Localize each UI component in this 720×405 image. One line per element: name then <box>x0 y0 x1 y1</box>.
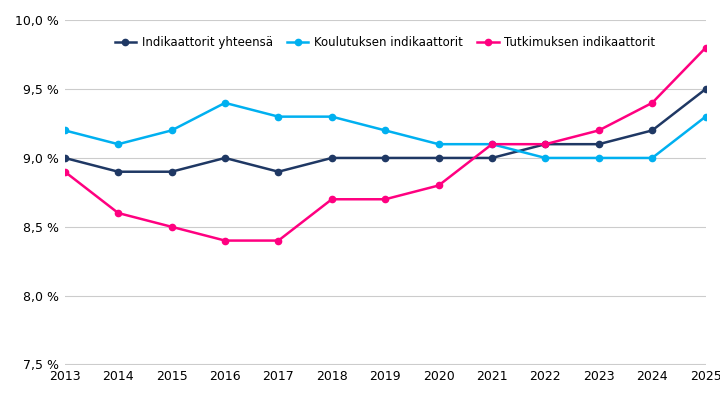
Indikaattorit yhteensä <box>434 156 443 160</box>
Tutkimuksen indikaattorit <box>328 197 336 202</box>
Koulutuksen indikaattorit <box>648 156 657 160</box>
Tutkimuksen indikaattorit <box>595 128 603 133</box>
Tutkimuksen indikaattorit <box>114 211 122 215</box>
Koulutuksen indikaattorit <box>274 114 283 119</box>
Indikaattorit yhteensä <box>274 169 283 174</box>
Indikaattorit yhteensä <box>701 87 710 92</box>
Indikaattorit yhteensä <box>381 156 390 160</box>
Indikaattorit yhteensä <box>487 156 496 160</box>
Koulutuksen indikaattorit <box>381 128 390 133</box>
Tutkimuksen indikaattorit <box>434 183 443 188</box>
Line: Tutkimuksen indikaattorit: Tutkimuksen indikaattorit <box>62 45 708 244</box>
Koulutuksen indikaattorit <box>60 128 69 133</box>
Tutkimuksen indikaattorit <box>220 238 229 243</box>
Indikaattorit yhteensä <box>167 169 176 174</box>
Tutkimuksen indikaattorit <box>648 100 657 105</box>
Indikaattorit yhteensä <box>114 169 122 174</box>
Koulutuksen indikaattorit <box>328 114 336 119</box>
Indikaattorit yhteensä <box>648 128 657 133</box>
Koulutuksen indikaattorit <box>701 114 710 119</box>
Indikaattorit yhteensä <box>60 156 69 160</box>
Koulutuksen indikaattorit <box>487 142 496 147</box>
Koulutuksen indikaattorit <box>220 100 229 105</box>
Tutkimuksen indikaattorit <box>487 142 496 147</box>
Indikaattorit yhteensä <box>328 156 336 160</box>
Koulutuksen indikaattorit <box>595 156 603 160</box>
Legend: Indikaattorit yhteensä, Koulutuksen indikaattorit, Tutkimuksen indikaattorit: Indikaattorit yhteensä, Koulutuksen indi… <box>110 31 660 54</box>
Tutkimuksen indikaattorit <box>541 142 550 147</box>
Tutkimuksen indikaattorit <box>381 197 390 202</box>
Line: Koulutuksen indikaattorit: Koulutuksen indikaattorit <box>62 100 708 161</box>
Line: Indikaattorit yhteensä: Indikaattorit yhteensä <box>62 86 708 175</box>
Indikaattorit yhteensä <box>595 142 603 147</box>
Tutkimuksen indikaattorit <box>701 45 710 50</box>
Indikaattorit yhteensä <box>541 142 550 147</box>
Koulutuksen indikaattorit <box>167 128 176 133</box>
Tutkimuksen indikaattorit <box>274 238 283 243</box>
Tutkimuksen indikaattorit <box>60 169 69 174</box>
Indikaattorit yhteensä <box>220 156 229 160</box>
Tutkimuksen indikaattorit <box>167 224 176 229</box>
Koulutuksen indikaattorit <box>114 142 122 147</box>
Koulutuksen indikaattorit <box>434 142 443 147</box>
Koulutuksen indikaattorit <box>541 156 550 160</box>
